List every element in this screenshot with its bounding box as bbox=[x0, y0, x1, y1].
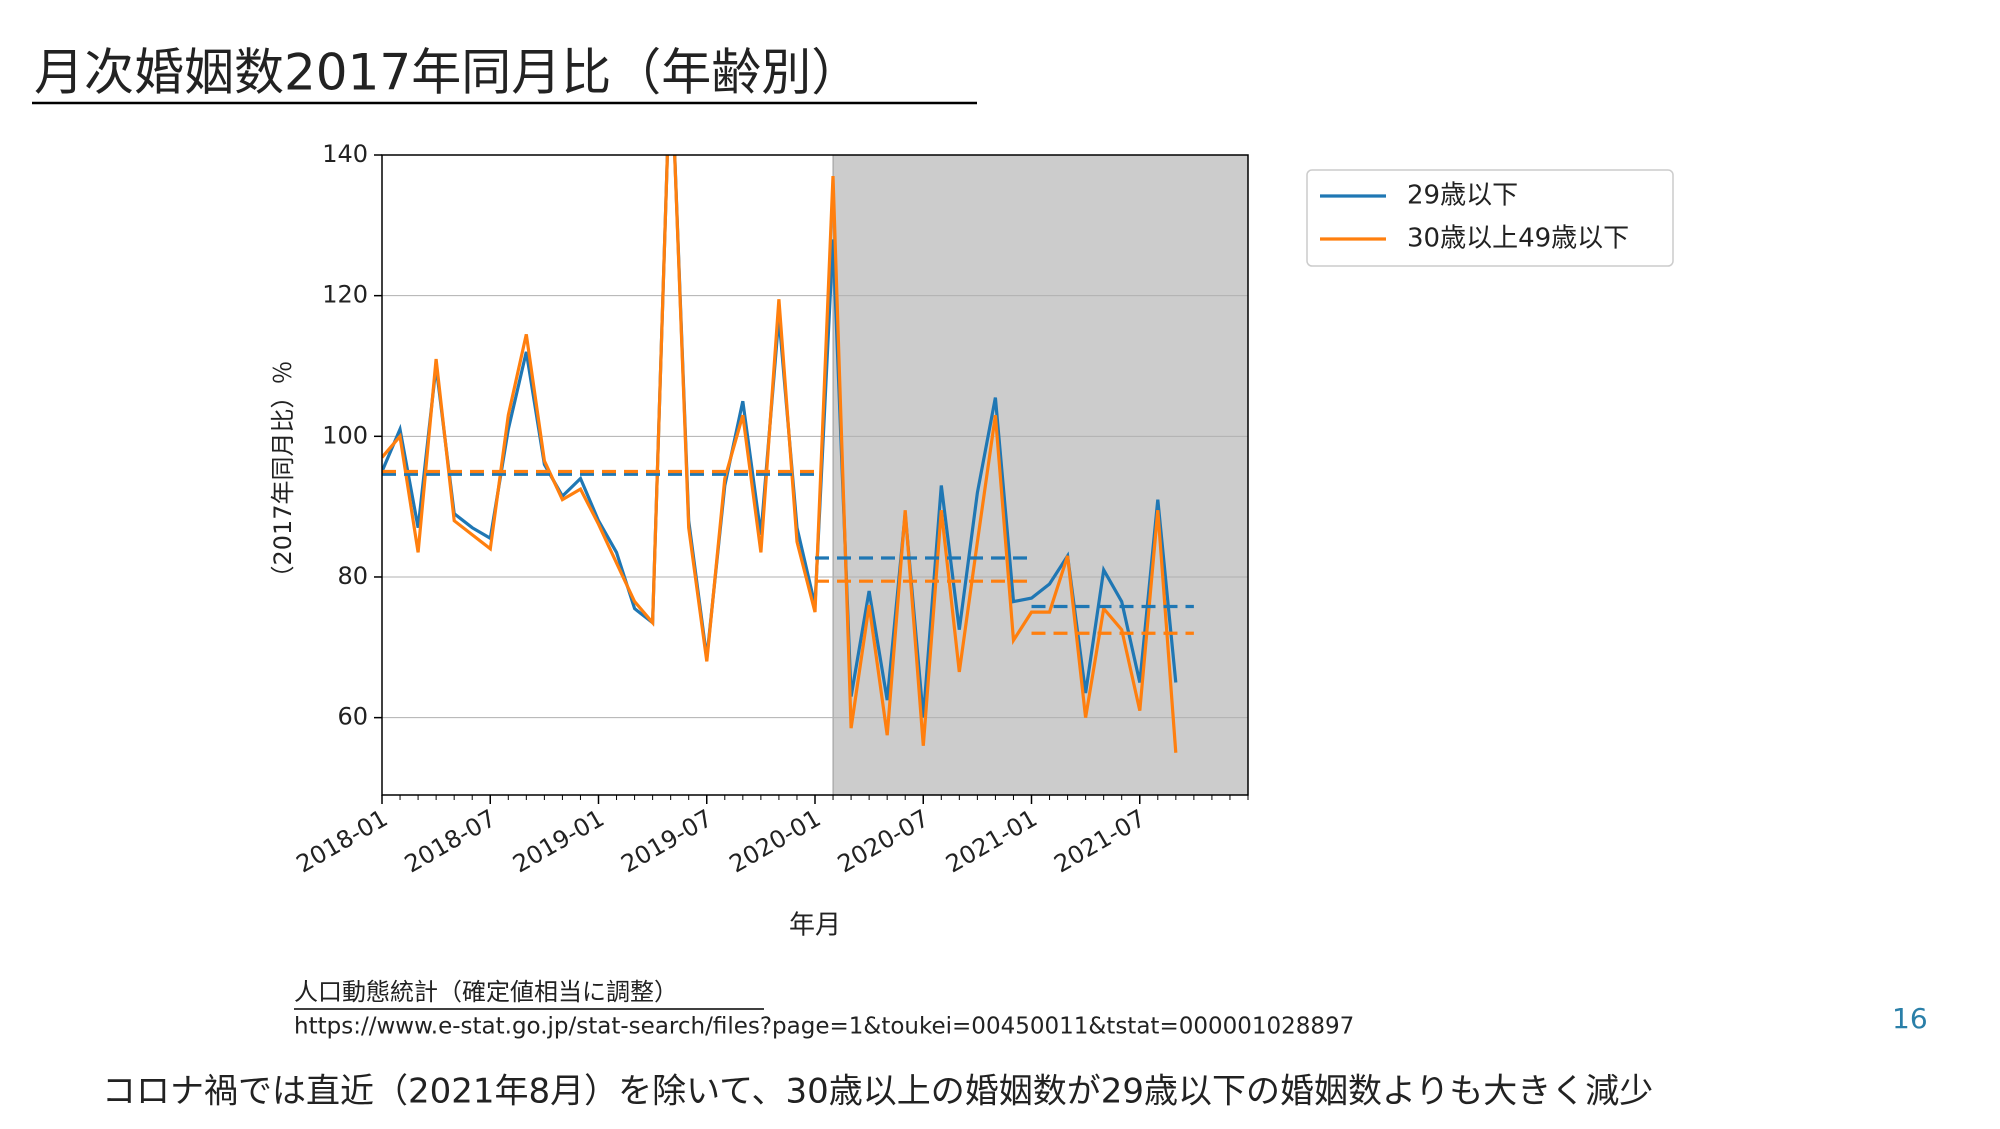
x-tick-label: 2018-07 bbox=[400, 804, 501, 878]
y-tick-label: 100 bbox=[322, 421, 368, 449]
x-axis-label: 年月 bbox=[789, 911, 841, 941]
source: 人口動態統計（確定値相当に調整） bbox=[294, 978, 678, 1006]
y-axis-label: （2017年同月比）％ bbox=[269, 360, 297, 589]
legend-label: 30歳以上49歳以下 bbox=[1407, 224, 1629, 254]
x-tick-label: 2018-01 bbox=[292, 804, 393, 878]
y-tick-label: 60 bbox=[337, 703, 368, 731]
x-tick-label: 2020-07 bbox=[833, 804, 934, 878]
legend-box bbox=[1306, 169, 1674, 267]
covid-shade bbox=[833, 155, 1248, 795]
y-tick-label: 120 bbox=[322, 281, 368, 309]
y-tick-label: 140 bbox=[322, 140, 368, 168]
source-url: https://www.e-stat.go.jp/stat-search/fil… bbox=[294, 1014, 1354, 1040]
legend-label: 29歳以下 bbox=[1407, 181, 1518, 211]
x-tick-label: 2021-07 bbox=[1049, 804, 1150, 878]
caption: コロナ禍では直近（2021年8月）を除いて、30歳以上の婚姻数が29歳以下の婚姻… bbox=[102, 1072, 1653, 1112]
x-tick-label: 2019-01 bbox=[508, 804, 609, 878]
x-tick-label: 2020-01 bbox=[725, 804, 826, 878]
series-line bbox=[382, 155, 1178, 753]
slide-title: 月次婚姻数2017年同月比（年齢別） bbox=[34, 44, 861, 102]
y-tick-label: 80 bbox=[337, 562, 368, 590]
plot-frame bbox=[381, 154, 1249, 796]
x-tick-label: 2019-07 bbox=[616, 804, 717, 878]
page-number: 16 bbox=[1892, 1002, 1928, 1035]
series-lines bbox=[382, 155, 1194, 753]
x-tick-label: 2021-01 bbox=[941, 804, 1042, 878]
